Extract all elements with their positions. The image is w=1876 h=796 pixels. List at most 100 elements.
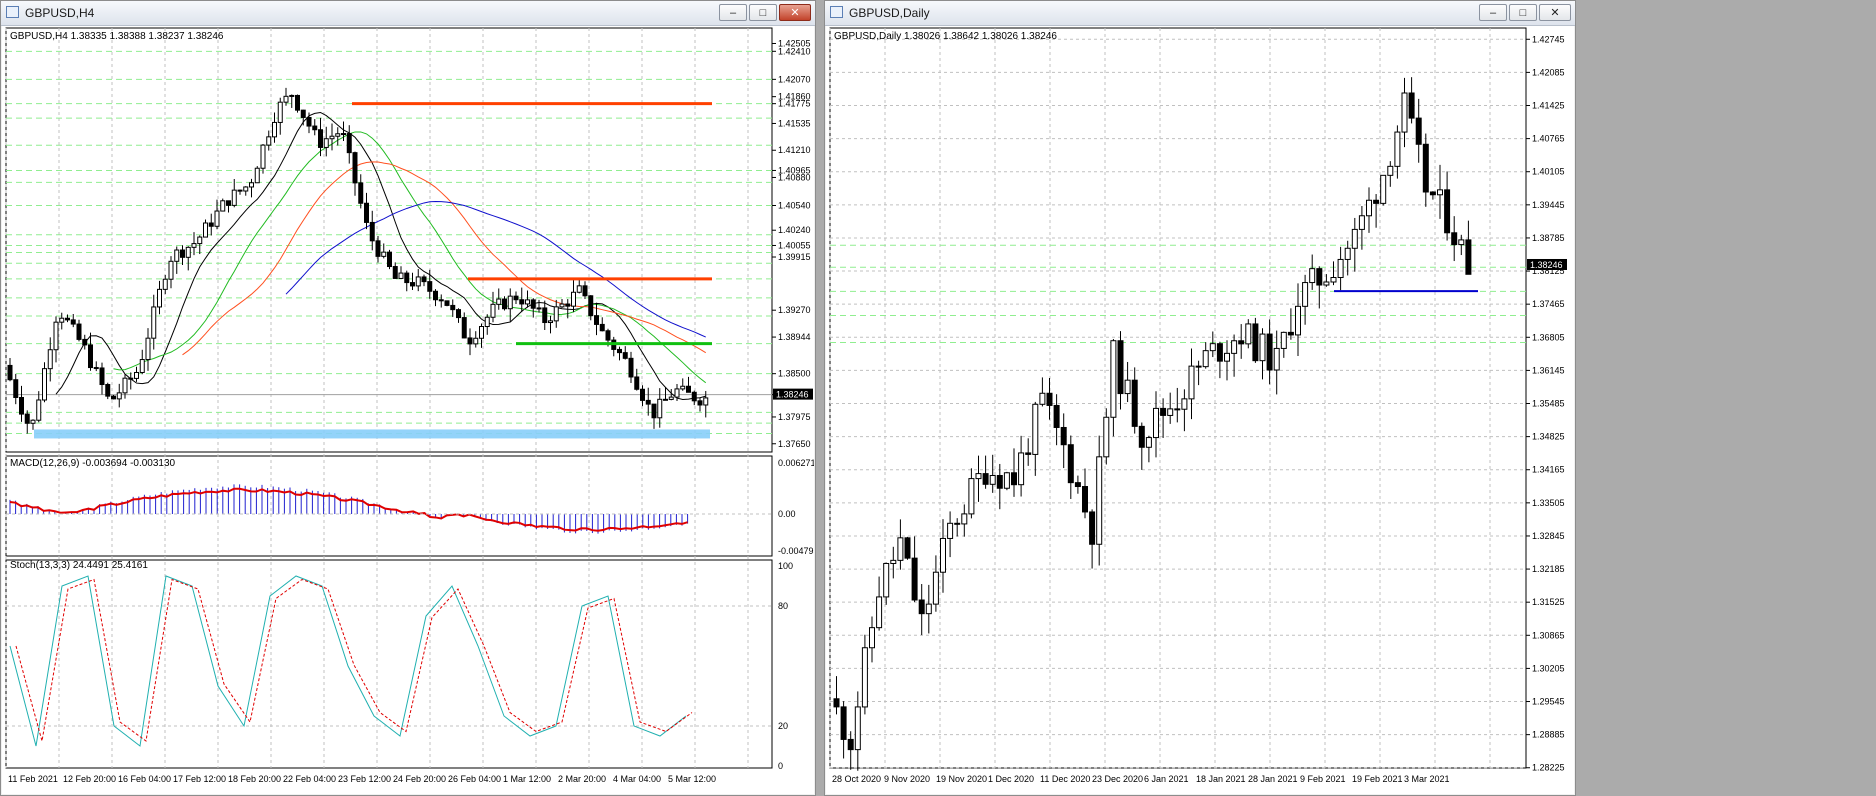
price-tick-label: 1.30205 (1532, 663, 1565, 673)
time-label: 5 Mar 12:00 (668, 774, 716, 784)
current-price-badge (773, 388, 813, 400)
candle-bear (1252, 323, 1259, 362)
candle-bear (1117, 340, 1124, 395)
candle-bear (686, 385, 691, 393)
candle-bear (1053, 404, 1060, 428)
candle-bull (536, 307, 542, 310)
time-label: 28 Oct 2020 (832, 774, 881, 784)
daily-minimize-button[interactable]: – (1479, 4, 1507, 21)
candle-bear (318, 129, 323, 148)
current-price-badge (1527, 258, 1567, 270)
daily-title-bar[interactable]: GBPUSD,Daily – □ ✕ (825, 1, 1575, 26)
time-label: 19 Feb 2021 (1352, 774, 1403, 784)
candle-bear (208, 222, 214, 227)
candle-bull (861, 647, 868, 708)
candle-bull (116, 392, 122, 400)
candle-bull (703, 397, 709, 406)
candle-bull (525, 299, 530, 305)
price-tick-label: 1.37975 (778, 412, 811, 422)
candle-bull (1167, 408, 1174, 416)
candle-bear (530, 299, 536, 309)
h4-maximize-button[interactable]: □ (749, 4, 777, 21)
candle-bull (1401, 92, 1408, 133)
candle-bear (691, 391, 697, 402)
macd-label: MACD(12,26,9) -0.003694 -0.003130 (10, 458, 176, 469)
candle-bull (1202, 350, 1209, 368)
candle-bull (381, 251, 387, 257)
time-label: 2 Mar 20:00 (558, 774, 606, 784)
candle-bear (1089, 511, 1096, 545)
candle-bear (634, 376, 640, 390)
candle-bull (139, 359, 145, 373)
candle-bear (300, 109, 306, 118)
price-tick-label: 1.40880 (778, 172, 811, 182)
candle-bull (42, 368, 47, 401)
candle-bear (588, 295, 594, 317)
candle-bear (1287, 331, 1294, 336)
time-label: 23 Feb 12:00 (338, 774, 391, 784)
candle-bear (438, 299, 444, 302)
daily-chart-canvas[interactable]: 1.42745 1.42085 1.41425 1.40765 1.40105 1.394… (826, 26, 1574, 794)
daily-close-button[interactable]: ✕ (1539, 4, 1571, 21)
h4-close-button[interactable]: ✕ (779, 4, 811, 21)
candle-bear (651, 403, 657, 419)
candle-bear (645, 399, 651, 405)
current-price-label: 1.38246 (1530, 260, 1563, 270)
candle-bear (88, 344, 93, 369)
candle-bull (1302, 282, 1309, 307)
candle-bull (989, 475, 996, 485)
candle-bear (617, 348, 622, 354)
price-tick-label: 1.30865 (1532, 630, 1565, 640)
price-tick-label: 1.41425 (1532, 100, 1565, 110)
candle-bear (1174, 408, 1181, 411)
price-tick-label: 1.42505 (778, 38, 811, 48)
candle-bear (697, 400, 703, 406)
candle-bear (605, 330, 611, 341)
candle-bear (1444, 189, 1451, 234)
price-tick-label: 1.38944 (778, 332, 811, 342)
demand-zone (34, 429, 710, 439)
candle-bear (519, 299, 525, 305)
candle-bull (1273, 347, 1280, 371)
candle-bull (145, 337, 151, 361)
time-label: 3 Mar 2021 (1404, 774, 1450, 784)
macd-tick-label: -0.004793 (778, 546, 814, 556)
candle-bull (151, 306, 157, 339)
candle-bull (1209, 343, 1216, 352)
candle-bull (571, 291, 576, 307)
time-label: 9 Nov 2020 (884, 774, 930, 784)
candle-bull (36, 399, 42, 421)
candle-bear (1067, 444, 1074, 484)
candle-bull (1295, 305, 1301, 336)
candle-bear (840, 706, 847, 740)
h4-title-bar[interactable]: GBPUSD,H4 – □ ✕ (1, 1, 815, 26)
candle-bull (329, 135, 335, 140)
candle-bear (461, 317, 467, 339)
price-tick-label: 1.40105 (1532, 167, 1565, 177)
candle-bear (1429, 191, 1436, 196)
candle-bear (237, 189, 243, 192)
candle-bear (542, 307, 548, 324)
price-tick-label: 1.41535 (778, 118, 811, 128)
h4-minimize-button[interactable]: – (719, 4, 747, 21)
candle-bull (214, 210, 220, 227)
candle-bear (954, 522, 961, 525)
candle-bear (1465, 239, 1472, 275)
time-label: 18 Feb 20:00 (228, 774, 281, 784)
daily-maximize-button[interactable]: □ (1509, 4, 1537, 21)
stoch-tick-label: 100 (778, 561, 793, 571)
candle-bull (231, 189, 237, 206)
candle-bear (599, 323, 605, 332)
candle-bear (996, 475, 1003, 489)
ma-blue (285, 200, 706, 338)
candle-bear (467, 337, 473, 345)
candle-bull (1437, 189, 1443, 196)
candle-bull (323, 138, 329, 148)
stoch-label: Stoch(13,3,3) 24.4491 25.4161 (10, 560, 148, 571)
candle-bear (628, 357, 634, 378)
macd-pane (5, 455, 773, 557)
candle-bull (668, 396, 674, 400)
candle-bull (1103, 416, 1110, 458)
candle-bear (1373, 199, 1380, 204)
